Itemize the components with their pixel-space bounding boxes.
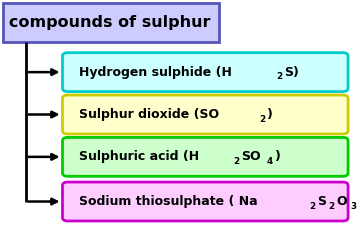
Text: 4: 4 [267,157,273,166]
Text: SO: SO [241,150,261,163]
Text: Sodium thiosulphate ( Na: Sodium thiosulphate ( Na [79,195,257,208]
Text: Sulphur dioxide (SO: Sulphur dioxide (SO [79,108,219,121]
FancyBboxPatch shape [62,53,348,92]
FancyBboxPatch shape [62,182,348,221]
FancyBboxPatch shape [62,95,348,134]
Text: Hydrogen sulphide (H: Hydrogen sulphide (H [79,66,231,79]
Text: compounds of sulphur: compounds of sulphur [9,15,211,30]
Text: S: S [317,195,326,208]
Text: O: O [336,195,347,208]
FancyBboxPatch shape [3,3,219,42]
Text: 2: 2 [259,114,266,124]
Text: 3: 3 [350,202,356,211]
Text: 2: 2 [328,202,335,211]
Text: 2: 2 [233,157,240,166]
Text: ): ) [267,108,273,121]
Text: Sulphuric acid (H: Sulphuric acid (H [79,150,198,163]
Text: 2: 2 [309,202,315,211]
FancyBboxPatch shape [62,137,348,176]
Text: ): ) [275,150,281,163]
Text: 2: 2 [276,72,282,81]
Text: S): S) [284,66,298,79]
